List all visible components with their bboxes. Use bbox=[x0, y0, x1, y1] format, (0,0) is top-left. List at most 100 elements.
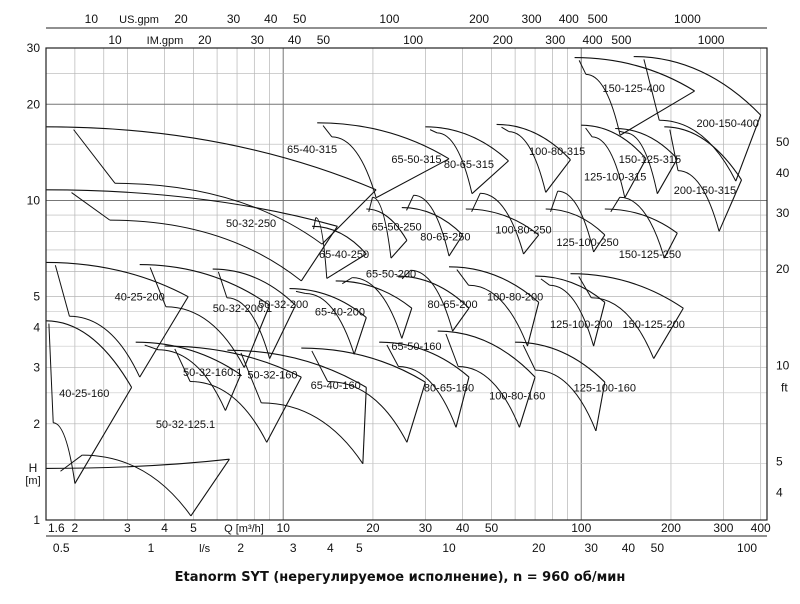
curve-65-40-315 bbox=[45, 126, 377, 191]
left-boundary-100-80-200 bbox=[456, 269, 470, 286]
left-boundary-65-50-315 bbox=[322, 125, 333, 138]
curve-100-80-200 bbox=[448, 266, 540, 303]
boundary-65-50-315 bbox=[375, 158, 450, 199]
y-tick-label: 2 bbox=[33, 417, 40, 431]
curve-50-32-200.1 bbox=[139, 264, 270, 306]
min-curve-65-50-250 bbox=[372, 196, 392, 259]
left-boundary-50-32-250 bbox=[71, 192, 111, 221]
im-gpm-tick-label: 100 bbox=[403, 33, 423, 47]
series-label-65-40-315: 65-40-315 bbox=[287, 144, 337, 156]
series-label-150-125-315: 150-125-315 bbox=[619, 154, 681, 166]
x-tick-label: 30 bbox=[419, 521, 433, 535]
im-gpm-tick-label: 300 bbox=[545, 33, 565, 47]
x-tick-label: 400 bbox=[751, 521, 771, 535]
right-tick-label-ft: 10 bbox=[776, 358, 790, 372]
min-curve-50-32-200.1 bbox=[165, 306, 245, 368]
min-curve-100-80-200 bbox=[468, 284, 528, 347]
series-label-100-80-200: 100-80-200 bbox=[487, 292, 543, 304]
min-curve-65-40-160 bbox=[261, 402, 364, 464]
min-curve-50-32-125.1 bbox=[82, 454, 192, 517]
min-curve-65-40-315 bbox=[114, 182, 323, 245]
curve-100-80-160 bbox=[437, 330, 536, 378]
boundary-40-25-160 bbox=[74, 387, 133, 484]
curve-150-125-200 bbox=[570, 273, 684, 309]
plot-frame bbox=[45, 47, 768, 521]
series-label-50-32-160.1: 50-32-160.1 bbox=[183, 367, 242, 379]
series-label-100-80-160: 100-80-160 bbox=[489, 391, 545, 403]
us-gpm-tick-label: 100 bbox=[379, 12, 399, 26]
ls-tick-label: 10 bbox=[442, 541, 456, 555]
left-boundary-65-50-250 bbox=[368, 197, 373, 212]
left-boundary-65-40-315 bbox=[73, 129, 116, 184]
boundary-65-50-250 bbox=[390, 240, 408, 259]
left-boundary-65-40-250 bbox=[313, 217, 317, 230]
min-curve-80-65-200 bbox=[410, 269, 454, 332]
series-label-65-50-160: 65-50-160 bbox=[391, 341, 441, 353]
left-boundary-40-25-200 bbox=[54, 265, 70, 317]
series-label-100-80-315: 100-80-315 bbox=[529, 146, 585, 158]
curve-200-150-400 bbox=[633, 56, 762, 116]
curve-125-100-250 bbox=[545, 208, 606, 236]
left-boundary-80-65-315 bbox=[429, 129, 438, 134]
series-label-50-32-200.1: 50-32-200.1 bbox=[213, 303, 272, 315]
x-tick-label: 20 bbox=[366, 521, 380, 535]
left-boundary-125-100-315 bbox=[585, 127, 593, 138]
min-curve-125-100-160 bbox=[535, 369, 597, 432]
x-tick-label: 10 bbox=[277, 521, 291, 535]
min-curve-65-40-200 bbox=[305, 293, 355, 355]
boundary-65-50-160 bbox=[406, 382, 426, 443]
curve-65-40-250 bbox=[312, 225, 367, 255]
curve-65-50-160 bbox=[301, 347, 426, 383]
min-curve-125-100-315 bbox=[592, 136, 626, 198]
boundary-65-40-160 bbox=[362, 387, 367, 464]
series-label-65-50-200: 65-50-200 bbox=[366, 269, 416, 281]
series-label-125-100-315: 125-100-315 bbox=[584, 171, 646, 183]
series-label-200-150-400: 200-150-400 bbox=[696, 118, 758, 130]
us-gpm-tick-label: 1000 bbox=[674, 12, 701, 26]
x-tick-label: 3 bbox=[124, 521, 131, 535]
series-label-50-32-200: 50-32-200 bbox=[258, 299, 308, 311]
curve-40-25-200 bbox=[45, 261, 189, 298]
series-label-65-50-250: 65-50-250 bbox=[371, 221, 421, 233]
boundary-50-32-200 bbox=[269, 304, 297, 359]
left-boundary-50-32-200.1 bbox=[149, 267, 167, 307]
ls-axis-label: l/s bbox=[199, 543, 211, 555]
y-axis-label-h: H bbox=[29, 461, 38, 475]
left-boundary-65-40-200 bbox=[295, 290, 306, 294]
ls-tick-label: 100 bbox=[737, 541, 757, 555]
curve-50-32-200 bbox=[212, 268, 296, 306]
boundary-150-125-250 bbox=[663, 232, 678, 259]
us-gpm-tick-label: 40 bbox=[264, 12, 278, 26]
ls-tick-label: 0.5 bbox=[53, 541, 70, 555]
ls-tick-label: 20 bbox=[532, 541, 546, 555]
curve-80-65-315 bbox=[425, 126, 509, 162]
left-boundary-125-100-200 bbox=[540, 278, 551, 286]
series-label-125-100-200: 125-100-200 bbox=[550, 319, 612, 331]
boundary-80-65-200 bbox=[452, 307, 470, 332]
series-label-125-100-250: 125-100-250 bbox=[556, 237, 618, 249]
y-tick-label: 20 bbox=[27, 97, 41, 111]
left-boundary-200-150-400 bbox=[643, 59, 660, 121]
min-curve-65-50-200 bbox=[352, 277, 403, 339]
min-curve-150-125-250 bbox=[619, 196, 665, 259]
series-label-150-125-200: 150-125-200 bbox=[622, 319, 684, 331]
grid bbox=[45, 47, 767, 521]
boundary-100-80-315 bbox=[545, 159, 571, 193]
left-boundary-40-25-160 bbox=[48, 323, 54, 423]
ls-tick-label: 2 bbox=[237, 541, 244, 555]
left-boundary-80-65-200 bbox=[401, 269, 411, 280]
boundary-150-125-315 bbox=[656, 158, 678, 194]
im-gpm-tick-label: 10 bbox=[108, 33, 122, 47]
curve-125-100-160 bbox=[515, 341, 606, 383]
boundary-40-25-200 bbox=[139, 296, 189, 378]
min-curve-50-32-200 bbox=[226, 297, 271, 359]
y-tick-label: 1 bbox=[33, 513, 40, 527]
boundary-200-150-400 bbox=[735, 114, 762, 182]
right-axis-label-ft: ft bbox=[781, 380, 788, 394]
series-label-50-32-250: 50-32-250 bbox=[226, 218, 276, 230]
curve-50-32-250 bbox=[45, 189, 338, 227]
series-label-65-40-160: 65-40-160 bbox=[311, 380, 361, 392]
x-tick-label: 300 bbox=[713, 521, 733, 535]
